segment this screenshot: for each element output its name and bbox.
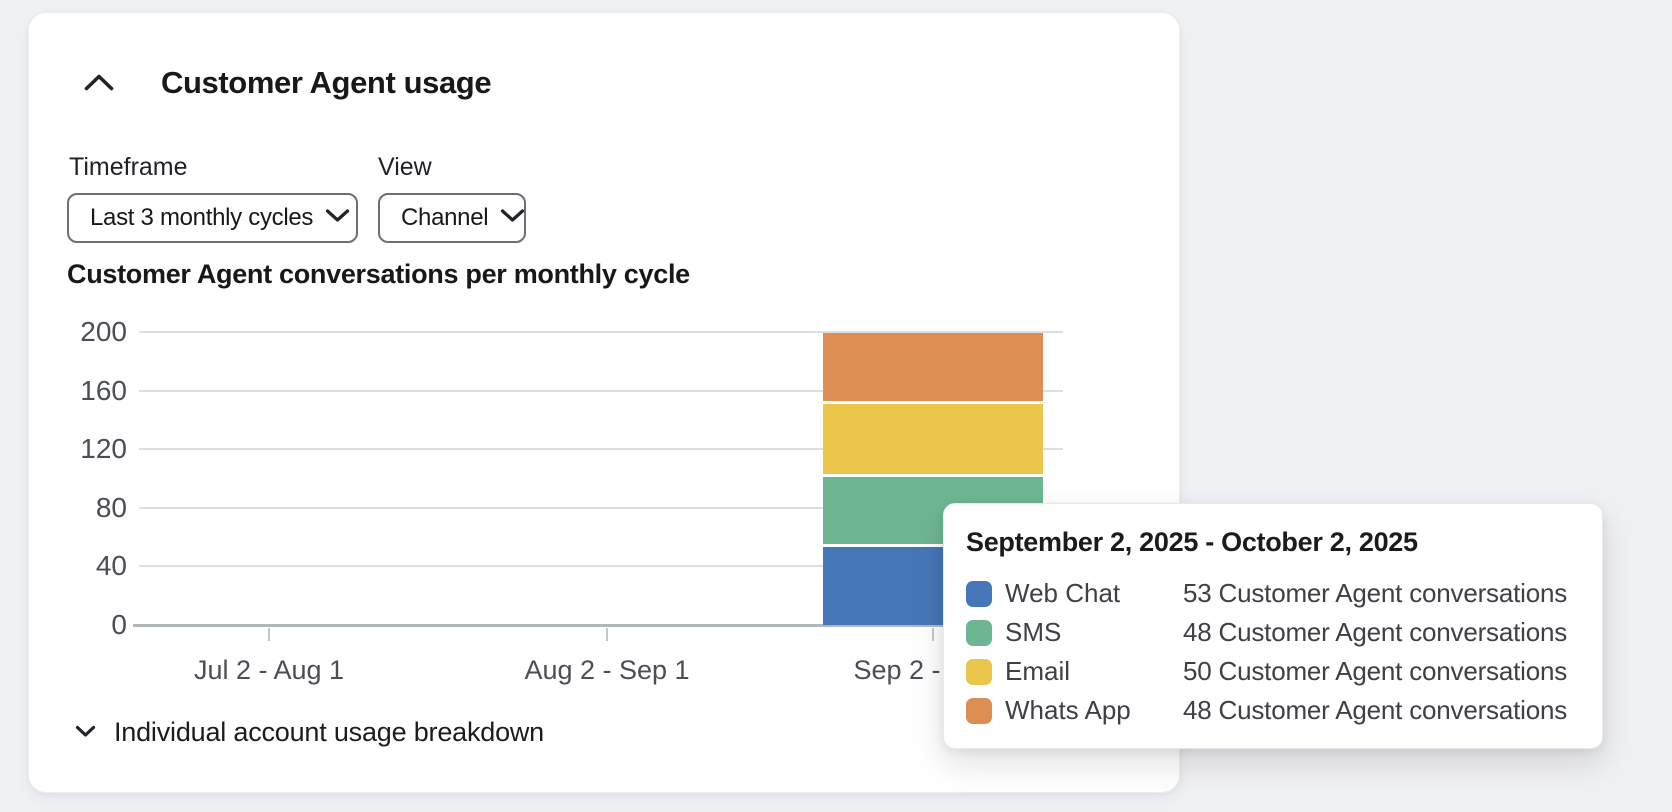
- tooltip-series-label: Web Chat: [1005, 578, 1121, 608]
- legend-swatch-icon: [966, 658, 992, 685]
- x-axis-line: [133, 623, 1063, 627]
- y-axis-label: 120: [80, 433, 127, 465]
- timeframe-select-value: Last 3 monthly cycles: [90, 204, 314, 231]
- gridline: [139, 389, 1063, 392]
- tooltip-row: Email 50 Customer Agent conversations: [966, 652, 1586, 691]
- tooltip-series-value: 48 Customer Agent conversations: [1183, 617, 1568, 647]
- chevron-down-icon: [500, 208, 525, 228]
- x-axis-tick: [606, 628, 608, 641]
- gridline: [139, 565, 1063, 568]
- y-axis-label: 40: [95, 550, 127, 582]
- y-axis-label: 200: [80, 316, 127, 347]
- chevron-down-icon: [325, 208, 350, 228]
- gridline: [139, 448, 1063, 451]
- bar-segment-whats-app[interactable]: [823, 333, 1043, 404]
- x-axis-tick: [268, 628, 270, 641]
- y-axis-label: 80: [95, 491, 127, 523]
- bar-segment-email[interactable]: [823, 403, 1043, 478]
- panel-title: Customer Agent usage: [161, 65, 492, 100]
- breakdown-toggle[interactable]: Individual account usage breakdown: [71, 715, 548, 750]
- tooltip-series-value: 50 Customer Agent conversations: [1183, 656, 1568, 686]
- legend-swatch-icon: [966, 697, 992, 724]
- tooltip-series-label: Whats App: [1005, 695, 1131, 725]
- tooltip-series-value: 53 Customer Agent conversations: [1183, 578, 1568, 608]
- x-axis-label: Aug 2 - Sep 1: [524, 655, 690, 685]
- gridline: [139, 506, 1063, 509]
- tooltip-legend: Web Chat 53 Customer Agent conversations S…: [966, 574, 1586, 730]
- timeframe-select[interactable]: Last 3 monthly cycles: [67, 193, 358, 243]
- timeframe-label: Timeframe: [69, 153, 188, 181]
- tooltip-series-label: Email: [1005, 656, 1071, 686]
- collapse-panel-button[interactable]: [77, 67, 121, 101]
- y-axis-label: 160: [80, 374, 127, 406]
- x-axis-tick: [932, 628, 934, 641]
- tooltip-row: SMS 48 Customer Agent conversations: [966, 613, 1586, 652]
- chevron-down-icon: [75, 725, 96, 741]
- view-label: View: [378, 153, 432, 181]
- legend-swatch-icon: [966, 619, 992, 646]
- chevron-up-icon: [84, 74, 114, 94]
- tooltip-row: Whats App 48 Customer Agent conversations: [966, 691, 1586, 730]
- view-select-value: Channel: [401, 204, 489, 231]
- tooltip-series-label: SMS: [1005, 617, 1062, 647]
- customer-agent-usage-panel: Customer Agent usage Timeframe Last 3 mo…: [28, 12, 1180, 793]
- chart-title: Customer Agent conversations per monthly…: [67, 259, 690, 289]
- legend-swatch-icon: [966, 580, 992, 607]
- chart-tooltip: September 2, 2025 - October 2, 2025 Web …: [943, 503, 1603, 749]
- tooltip-title: September 2, 2025 - October 2, 2025: [966, 527, 1418, 557]
- breakdown-label: Individual account usage breakdown: [114, 717, 544, 747]
- tooltip-row: Web Chat 53 Customer Agent conversations: [966, 574, 1586, 613]
- view-select[interactable]: Channel: [378, 193, 526, 243]
- gridline: [139, 331, 1063, 333]
- x-axis-label: Jul 2 - Aug 1: [193, 655, 345, 685]
- tooltip-series-value: 48 Customer Agent conversations: [1183, 695, 1568, 725]
- y-axis-label: 0: [111, 609, 127, 640]
